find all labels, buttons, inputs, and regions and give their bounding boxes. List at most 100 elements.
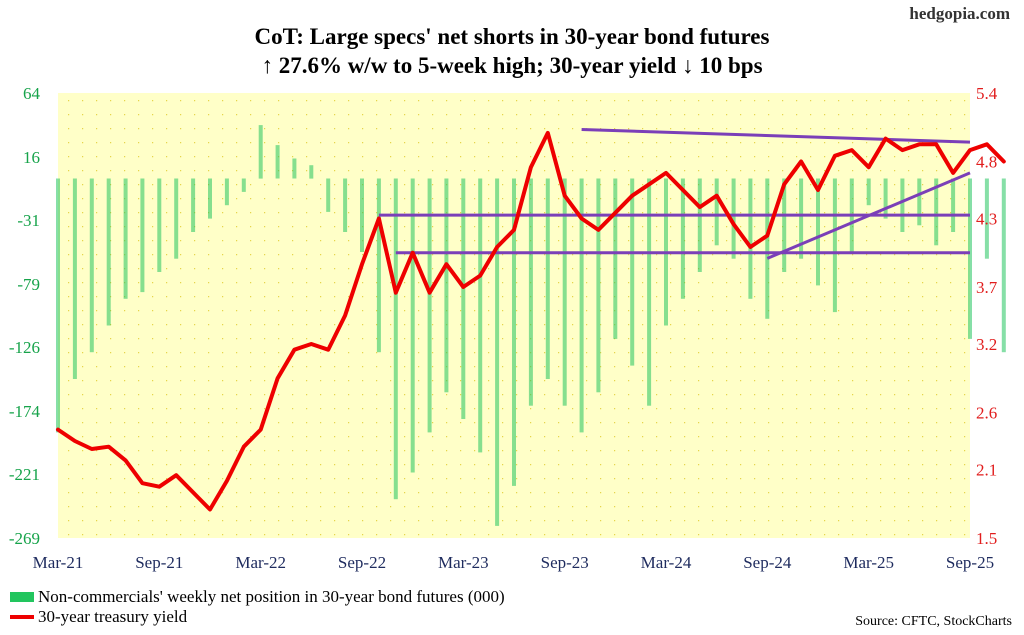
- source-note: Source: CFTC, StockCharts: [855, 614, 1012, 629]
- bar: [360, 178, 364, 252]
- bar: [782, 178, 787, 272]
- legend-label-line: 30-year treasury yield: [38, 607, 188, 626]
- bar: [241, 178, 246, 192]
- x-tick-label: Mar-24: [641, 553, 692, 572]
- trendline: [766, 171, 971, 260]
- left-tick-label: -174: [9, 402, 41, 421]
- bar: [765, 178, 770, 319]
- bar: [613, 178, 618, 339]
- bar: [191, 178, 196, 232]
- left-tick-label: -31: [17, 211, 40, 230]
- bar: [697, 178, 702, 272]
- left-tick-label: -126: [9, 338, 40, 357]
- trendline: [581, 128, 971, 144]
- legend-item-bars: Non-commercials' weekly net position in …: [10, 587, 505, 607]
- x-tick-label: Mar-22: [235, 553, 286, 572]
- bar: [208, 178, 212, 219]
- bar: [816, 178, 820, 286]
- bar: [444, 178, 449, 393]
- right-tick-label: 3.7: [976, 278, 998, 297]
- right-tick-label: 2.1: [976, 461, 997, 480]
- bar: [72, 178, 77, 379]
- bar: [123, 178, 128, 299]
- bar: [157, 178, 162, 272]
- bar: [309, 165, 314, 179]
- left-tick-label: 16: [23, 148, 40, 167]
- x-tick-label: Mar-23: [438, 553, 489, 572]
- bar: [410, 178, 415, 473]
- bar: [951, 178, 956, 232]
- right-tick-label: 4.8: [976, 153, 997, 172]
- x-axis: Mar-21 Sep-21 Mar-22 Sep-22 Mar-23 Sep-23 Mar-…: [33, 553, 994, 572]
- chart-title-line1: CoT: Large specs' net shorts in 30-year …: [254, 24, 770, 49]
- brand-watermark: hedgopia.com: [909, 4, 1010, 23]
- bar: [343, 178, 348, 232]
- bar: [680, 178, 685, 299]
- bar: [106, 178, 111, 326]
- right-tick-label: 4.3: [976, 210, 997, 229]
- bar: [1001, 178, 1006, 353]
- bar: [292, 158, 297, 179]
- x-tick-label: Sep-21: [135, 553, 183, 572]
- right-tick-label: 5.4: [976, 84, 998, 103]
- bar: [579, 178, 584, 433]
- bar: [326, 178, 331, 212]
- x-tick-label: Mar-25: [843, 553, 894, 572]
- bar: [934, 178, 939, 246]
- bar: [140, 178, 145, 293]
- legend-item-line: 30-year treasury yield: [10, 607, 187, 627]
- bar: [799, 178, 804, 259]
- bar: [427, 178, 432, 433]
- bar: [900, 178, 905, 232]
- bar: [376, 178, 381, 353]
- bar: [714, 178, 719, 246]
- bar: [748, 178, 753, 299]
- bar: [866, 178, 871, 206]
- x-tick-label: Mar-21: [33, 553, 84, 572]
- bar: [832, 178, 837, 313]
- right-axis: 5.4 4.8 4.3 3.7 3.2 2.6 2.1 1.5: [976, 84, 998, 548]
- bar: [545, 178, 550, 379]
- bar: [461, 178, 466, 419]
- bar: [478, 178, 483, 453]
- bar: [630, 178, 635, 366]
- legend-label-bars: Non-commercials' weekly net position in …: [38, 587, 505, 606]
- bar: [512, 178, 516, 486]
- bar: [647, 178, 652, 406]
- bar: [56, 178, 60, 433]
- left-axis: 64 16 -31 -79 -126 -174 -221 -269: [9, 84, 41, 548]
- right-tick-label: 2.6: [976, 404, 997, 423]
- left-tick-label: -79: [17, 275, 40, 294]
- bar: [174, 178, 179, 259]
- x-tick-label: Sep-22: [338, 553, 386, 572]
- bar: [258, 125, 263, 179]
- bar: [562, 178, 567, 406]
- x-tick-label: Sep-24: [743, 553, 792, 572]
- yield-line-series: [56, 130, 1006, 512]
- bar: [528, 178, 533, 406]
- left-tick-label: 64: [23, 84, 41, 103]
- bar: [596, 178, 601, 393]
- right-tick-label: 1.5: [976, 529, 997, 548]
- x-tick-label: Sep-25: [946, 553, 994, 572]
- bar: [275, 145, 280, 179]
- bar: [731, 178, 736, 259]
- bar: [89, 178, 94, 353]
- bar: [495, 178, 500, 526]
- left-tick-label: -221: [9, 465, 40, 484]
- left-tick-label: -269: [9, 529, 40, 548]
- right-tick-label: 3.2: [976, 335, 997, 354]
- bar: [917, 178, 922, 226]
- legend-swatch-line: [10, 615, 34, 619]
- chart-title-line2: ↑ 27.6% w/w to 5-week high; 30-year yiel…: [261, 53, 763, 78]
- yield-line: [56, 130, 1006, 512]
- bar: [224, 178, 229, 206]
- bar-series: [56, 125, 1006, 526]
- bar: [984, 178, 989, 259]
- bar: [968, 178, 972, 339]
- bar: [883, 178, 888, 219]
- bar: [393, 178, 398, 500]
- x-tick-label: Sep-23: [541, 553, 589, 572]
- legend-swatch-bars: [10, 592, 34, 602]
